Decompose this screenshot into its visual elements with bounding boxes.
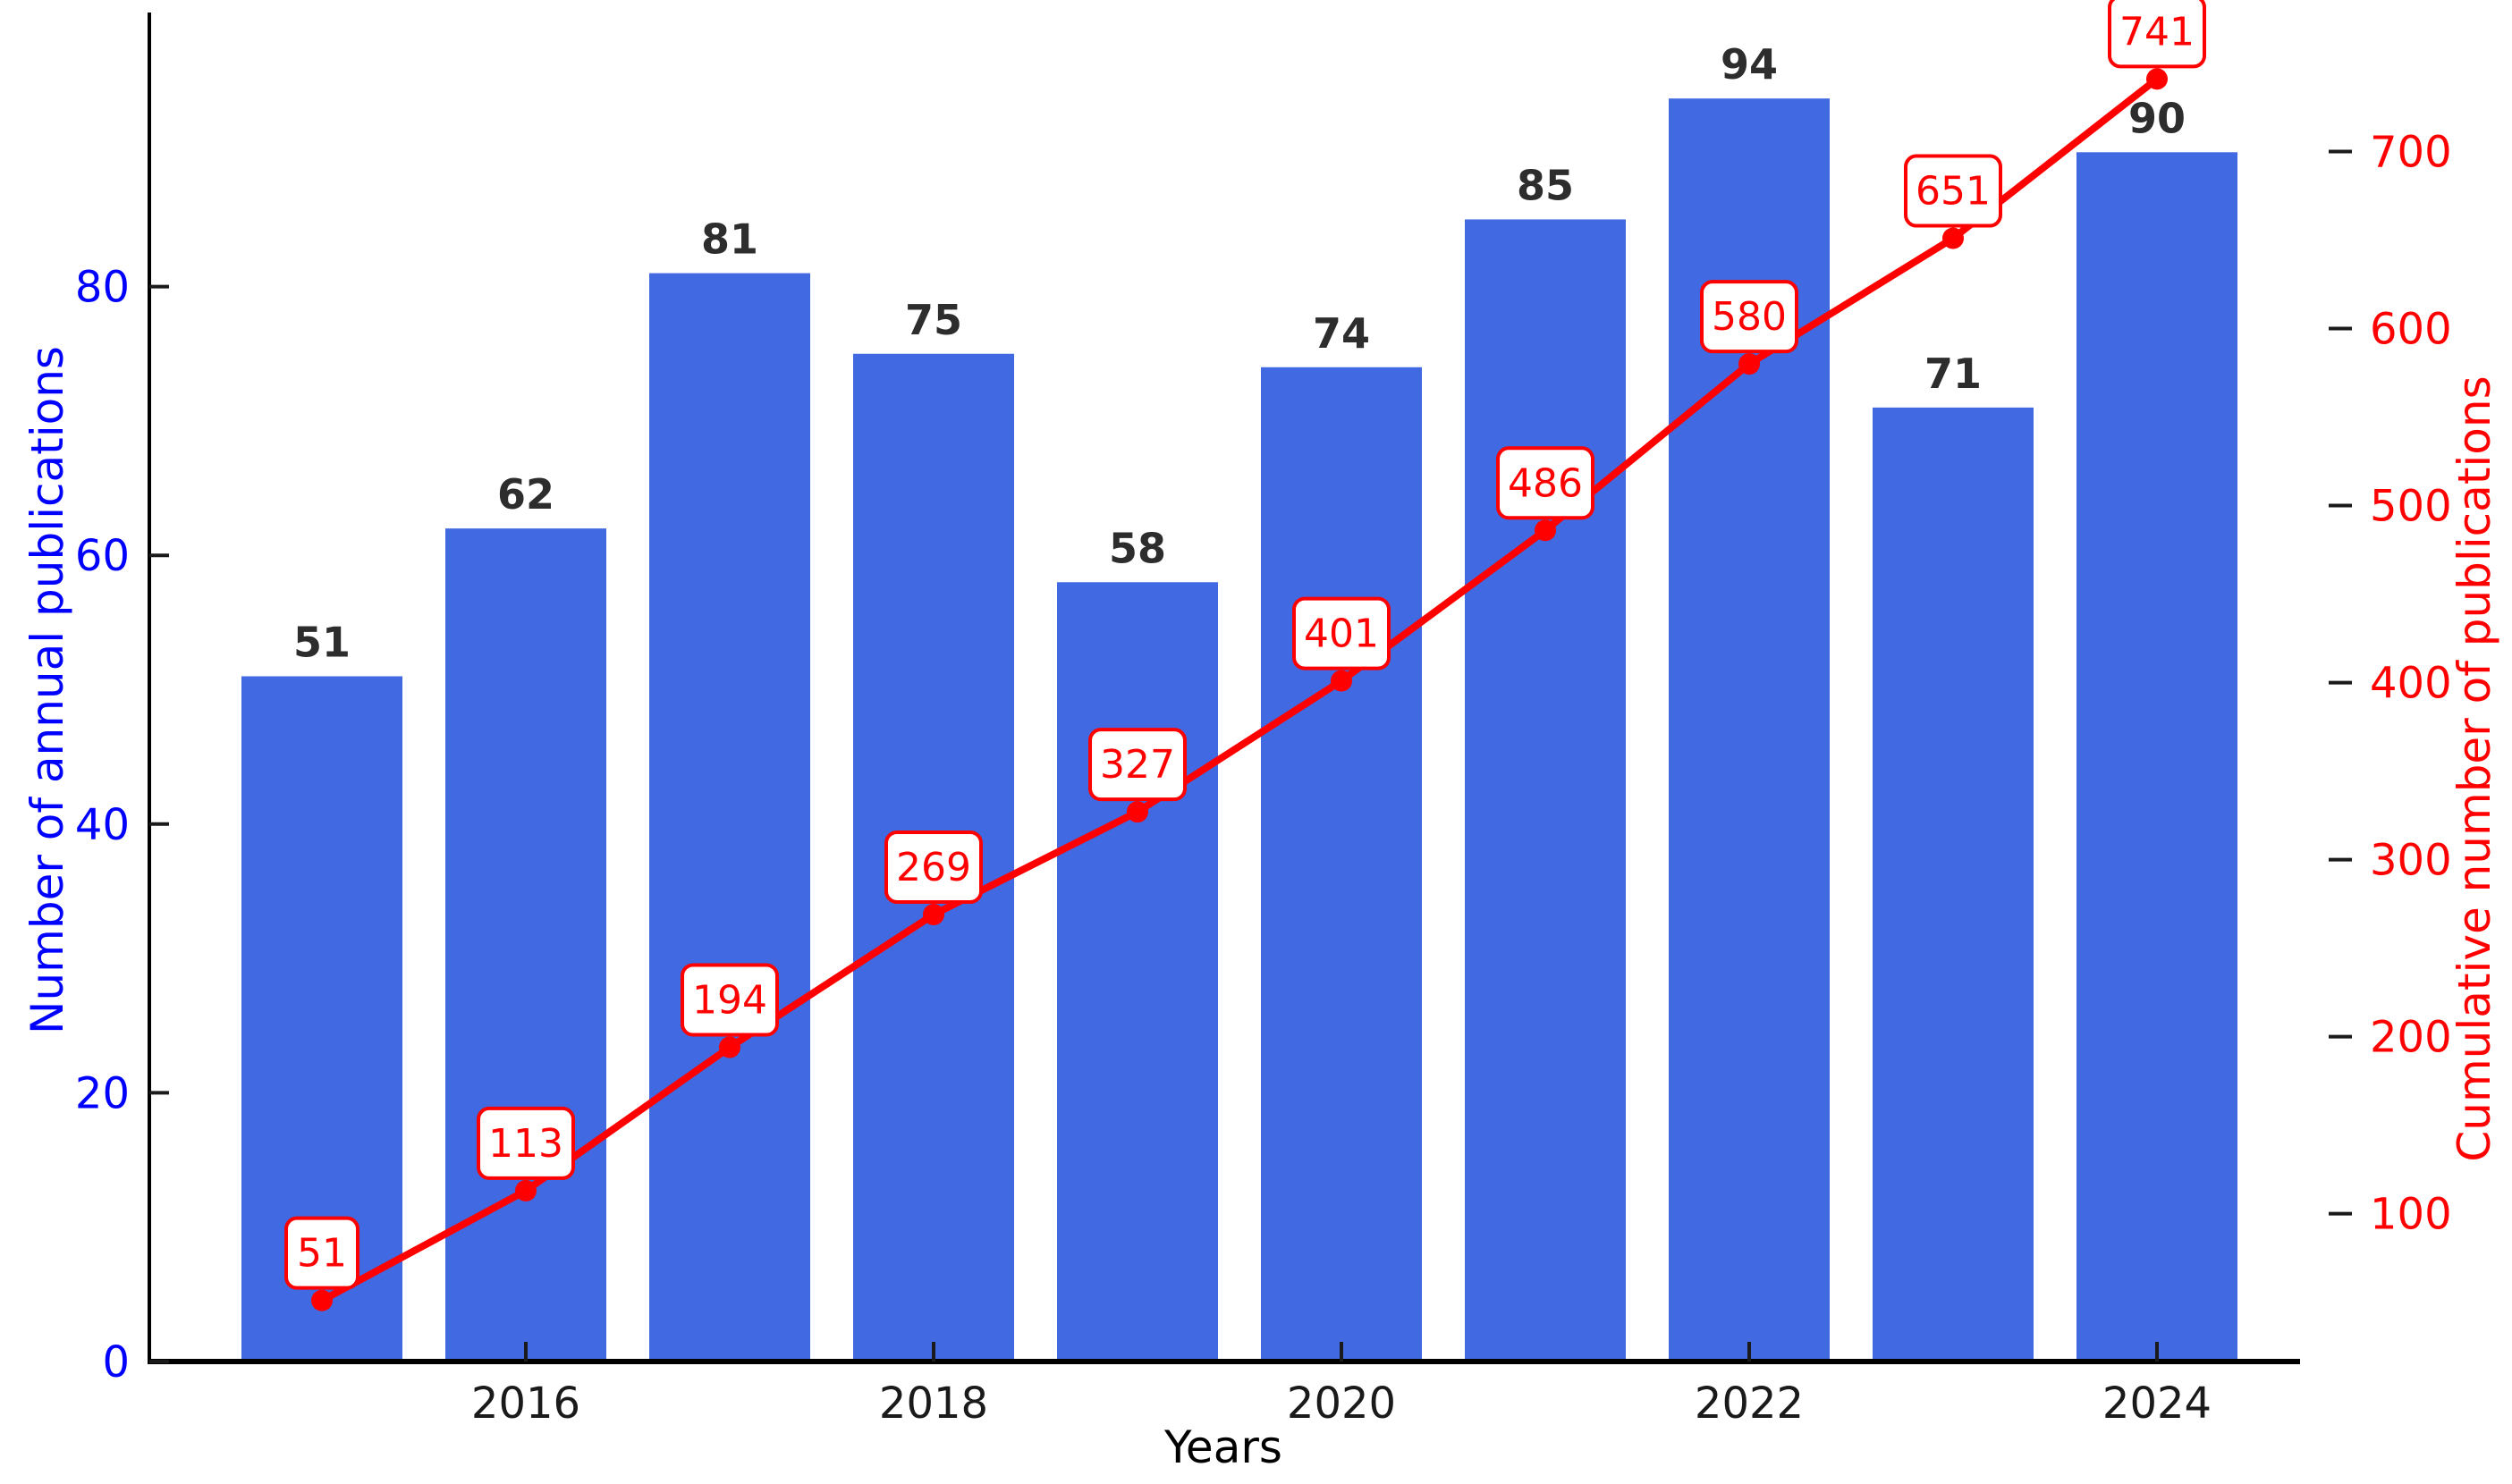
cumulative-point [1535, 519, 1556, 542]
bar-2016 [445, 528, 606, 1362]
bar-2017 [649, 273, 810, 1362]
right-axis-tick-label: 100 [2370, 1190, 2452, 1240]
right-axis-tick-label: 700 [2370, 128, 2452, 178]
bar-value-label: 71 [1924, 350, 1982, 398]
annotation-layer: 51 113 194 269 327 401 486 580 651 741 [284, 0, 2206, 1290]
cumulative-annotation-label: 651 [1916, 169, 1991, 215]
cumulative-annotation-box [284, 1216, 359, 1290]
cumulative-point [1738, 353, 1760, 375]
x-axis-tick-label: 2022 [1695, 1379, 1804, 1429]
bar-2023 [1873, 407, 2034, 1362]
cumulative-annotation-label: 113 [488, 1121, 563, 1167]
cumulative-annotation-box [2108, 0, 2206, 69]
left-axis-tick-label: 20 [75, 1068, 130, 1118]
cumulative-point [923, 903, 944, 925]
left-axis-tick-label: 60 [75, 531, 130, 581]
cumulative-line [318, 75, 2161, 1304]
left-axis-tick-label: 0 [102, 1337, 130, 1387]
x-axis-tick-label: 2020 [1287, 1379, 1396, 1429]
left-axis-title: Number of annual publications [21, 346, 73, 1034]
bar-value-label: 75 [905, 296, 962, 344]
bars-layer: 51 62 81 75 58 74 85 94 71 90 [241, 40, 2237, 1362]
right-axis-tick-label: 600 [2370, 305, 2452, 355]
cumulative-annotation-label: 741 [2119, 9, 2195, 55]
right-axis-tick-label: 400 [2370, 659, 2452, 709]
right-axis-tick-label: 200 [2370, 1013, 2452, 1063]
bar-2024 [2076, 152, 2237, 1362]
cumulative-annotation-box [681, 963, 779, 1037]
cumulative-point [719, 1036, 740, 1058]
cumulative-annotation-box [1496, 446, 1594, 520]
cumulative-point [515, 1179, 537, 1202]
bar-value-label: 90 [2128, 94, 2186, 142]
cumulative-annotation-box [477, 1106, 575, 1180]
bar-value-label: 51 [293, 618, 351, 666]
right-axis-tick-label: 500 [2370, 482, 2452, 532]
cumulative-point [1942, 227, 1964, 249]
cumulative-annotation-box [1700, 280, 1798, 354]
cumulative-point [1127, 801, 1148, 823]
bar-2019 [1057, 582, 1218, 1362]
x-axis-tick-label: 2018 [879, 1379, 988, 1429]
cumulative-annotation-label: 327 [1100, 742, 1175, 788]
left-axis-tick-label: 40 [75, 800, 130, 850]
left-axis-tick-label: 80 [75, 263, 130, 313]
cumulative-annotation-label: 269 [896, 845, 971, 890]
cumulative-annotation-label: 580 [1712, 294, 1787, 340]
bar-2020 [1261, 367, 1422, 1362]
cumulative-annotation-label: 51 [297, 1231, 347, 1277]
bar-2021 [1465, 219, 1626, 1362]
x-axis-title: Years [1163, 1421, 1282, 1473]
bar-value-label: 94 [1721, 40, 1778, 89]
cumulative-point [311, 1289, 333, 1311]
cumulative-annotation-label: 486 [1508, 460, 1583, 506]
cumulative-annotation-label: 194 [692, 978, 767, 1024]
cumulative-annotation-box [1088, 728, 1187, 802]
cumulative-annotation-box [1904, 154, 2002, 228]
right-axis-title: Cumulative number of publications [2449, 375, 2500, 1161]
axes-layer: 0 20 40 60 80 2016 2018 2020 2022 2024 100 200 300 40… [75, 13, 2452, 1429]
cumulative-annotation-label: 401 [1304, 611, 1379, 657]
bar-value-label: 62 [497, 470, 554, 519]
cumulative-line-layer [311, 68, 2168, 1311]
right-axis-tick-label: 300 [2370, 836, 2452, 886]
bar-value-label: 85 [1517, 161, 1574, 209]
cumulative-annotation-box [884, 830, 983, 904]
x-axis-tick-label: 2024 [2102, 1379, 2212, 1429]
bar-value-label: 58 [1109, 524, 1166, 572]
cumulative-point [2146, 68, 2168, 90]
cumulative-point [1331, 670, 1352, 692]
cumulative-annotation-box [1292, 596, 1391, 670]
x-axis-tick-label: 2016 [471, 1379, 580, 1429]
bar-value-label: 81 [701, 215, 758, 264]
bar-value-label: 74 [1313, 309, 1370, 358]
